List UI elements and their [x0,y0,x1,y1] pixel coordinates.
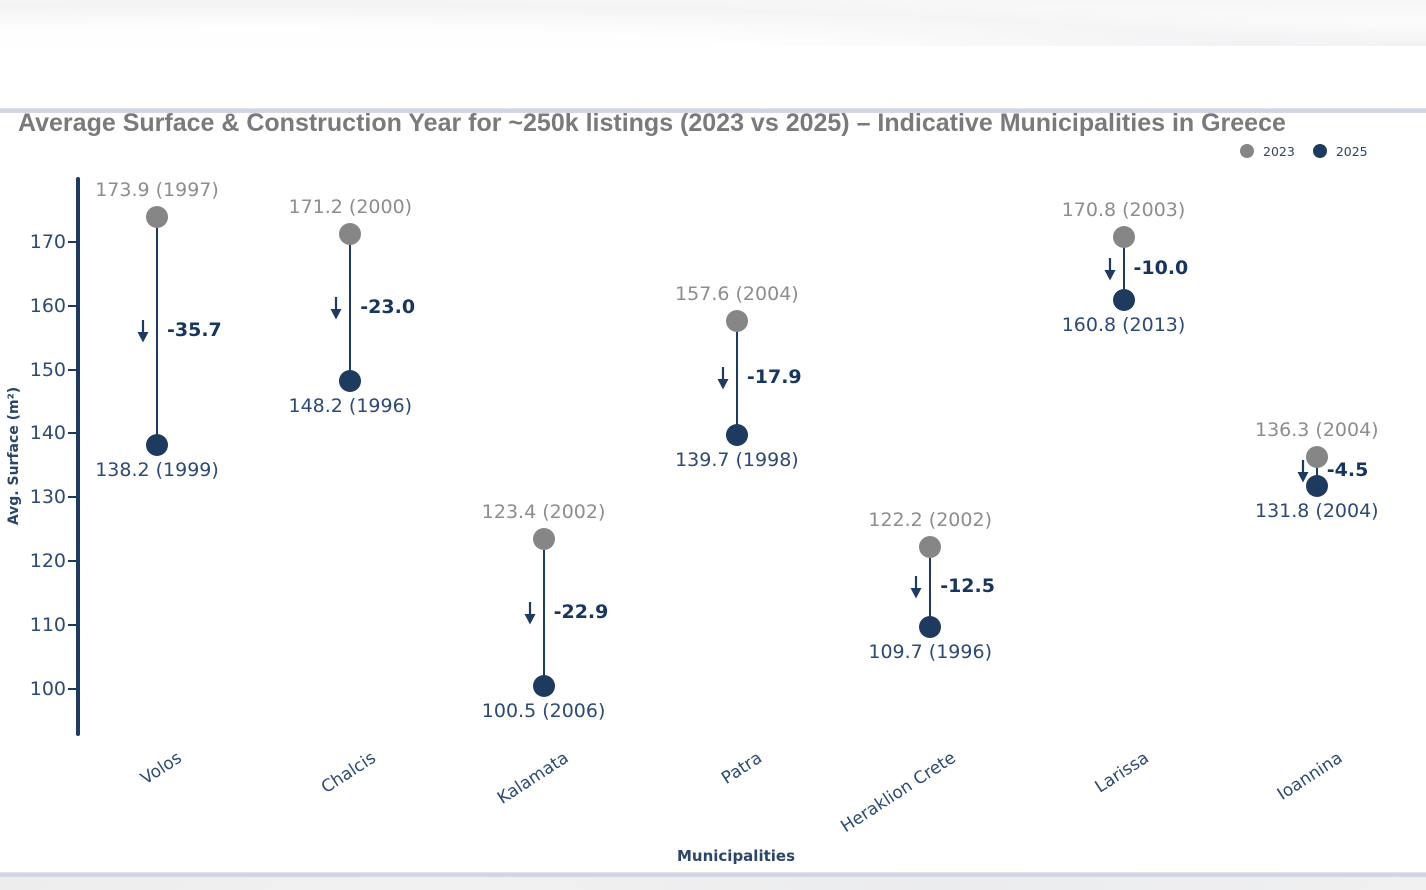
dot-2025 [146,433,168,456]
divider-top [0,108,1426,113]
y-tick-mark [68,560,76,563]
point-label-2025: 109.7 (1996) [868,641,992,664]
dot-2023 [1305,446,1328,469]
dot-2023 [725,309,748,332]
dot-2023 [919,536,942,559]
legend-label-2023: 2023 [1263,143,1295,159]
point-label-2023: 171.2 (2000) [288,196,413,219]
y-tick-label: 160 [29,294,66,317]
dot-2023 [146,205,168,228]
point-label-2025: 139.7 (1998) [675,449,799,472]
point-label-2023: 170.8 (2003) [1061,198,1186,221]
point-label-2025: 100.5 (2006) [481,699,606,722]
point-label-2023: 136.3 (2004) [1254,419,1379,442]
diff-label: -23.0 [360,295,416,318]
diff-label: -35.7 [167,318,222,341]
y-tick-mark [68,688,76,690]
y-tick-label: 140 [29,422,66,445]
arrow-down-icon [523,601,537,629]
x-tick-label: Patra [718,748,766,789]
x-tick-label: Volos [137,748,186,790]
y-axis-title: Avg. Surface (m²) [6,386,22,526]
page-title: Average Surface & Construction Year for … [18,109,1286,137]
diff-label: -10.0 [1133,256,1189,279]
point-label-2025: 148.2 (1996) [288,395,413,417]
y-axis-spine [76,177,80,736]
decorative-footer-band [0,877,1426,890]
arrow-down-icon [1296,459,1310,487]
point-label-2025: 138.2 (1999) [95,458,219,481]
point-label-2023: 122.2 (2002) [868,509,992,532]
diff-label: -17.9 [746,366,802,389]
diff-label: -12.5 [940,575,995,598]
legend-item-2023[interactable]: 2023 [1240,144,1295,159]
dot-2025 [725,424,748,447]
dot-2023 [339,223,362,246]
diff-label: -22.9 [553,600,609,623]
dumbbell-line [349,234,352,381]
legend-item-2025[interactable]: 2025 [1312,143,1368,159]
dot-2025 [1112,289,1135,312]
x-tick-label: Chalcis [317,748,380,798]
dot-2025 [532,674,555,697]
point-label-2023: 123.4 (2002) [481,501,606,524]
arrow-down-icon [1103,257,1117,285]
dumbbell-line [542,539,545,686]
chart-legend: 2023 2025 [1240,140,1368,162]
dot-2023 [532,528,555,551]
divider-bottom [0,872,1426,877]
y-tick-label: 120 [29,550,66,573]
legend-label-2025: 2025 [1335,143,1368,159]
dumbbell-line [156,216,158,445]
x-axis-title: Municipalities [676,847,795,865]
dot-2025 [1305,474,1328,497]
arrow-down-icon [136,319,150,347]
y-tick-mark [68,304,76,307]
y-tick-mark [68,496,76,499]
dumbbell-line [1315,457,1318,486]
arrow-down-icon [716,366,730,394]
dumbbell-line [735,320,738,436]
y-tick-label: 130 [29,486,66,509]
x-tick-label: Larissa [1091,748,1153,798]
dumbbell-line [1122,236,1125,301]
decorative-header-band [0,0,1426,46]
point-label-2025: 131.8 (2004) [1254,499,1379,522]
dumbbell-line [929,547,932,628]
arrow-down-icon [909,575,923,603]
legend-swatch-2025-icon [1312,144,1327,158]
x-tick-label: Kalamata [494,748,573,809]
y-tick-mark [68,624,76,627]
dot-2023 [1112,225,1135,248]
y-tick-label: 110 [29,614,66,637]
y-tick-mark [68,368,76,371]
y-tick-mark [68,240,76,243]
arrow-down-icon [329,296,343,324]
title-bar: Average Surface & Construction Year for … [0,46,1426,137]
y-tick-label: 170 [29,230,66,253]
legend-swatch-2023-icon [1240,144,1254,158]
y-tick-label: 100 [29,678,66,700]
y-tick-mark [68,432,76,435]
point-label-2025: 160.8 (2013) [1061,314,1186,337]
x-tick-label: Ioannina [1273,748,1346,805]
point-label-2023: 157.6 (2004) [675,282,799,305]
y-tick-label: 150 [29,358,66,381]
dot-2025 [339,370,362,392]
diff-label: -4.5 [1326,459,1369,482]
x-tick-label: Heraklion Crete [837,748,960,837]
point-label-2023: 173.9 (1997) [95,178,219,201]
dot-2025 [919,616,942,639]
